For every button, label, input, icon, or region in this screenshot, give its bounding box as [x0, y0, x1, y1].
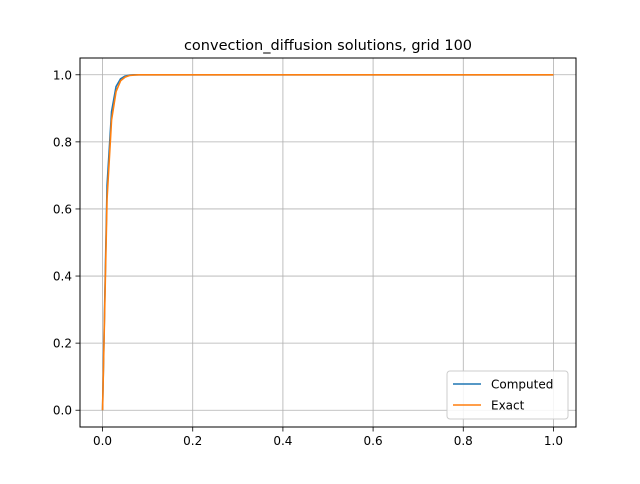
x-tick-label: 0.2	[183, 434, 202, 448]
legend-box	[446, 370, 569, 420]
y-tick-label: 0.2	[53, 337, 72, 351]
y-tick-label: 0.0	[53, 404, 72, 418]
legend: Computed Exact	[446, 370, 569, 420]
y-tick-label: 1.0	[53, 68, 72, 82]
plot-frame	[79, 57, 577, 428]
series-line-exact	[101, 73, 554, 411]
x-tick-label: 0.8	[454, 434, 473, 448]
grid-lines	[80, 58, 576, 427]
y-tick-label: 0.8	[53, 135, 72, 149]
chart-title: convection_diffusion solutions, grid 100	[184, 38, 472, 54]
x-tick-label: 0.0	[93, 434, 112, 448]
series-lines	[101, 73, 554, 411]
legend-label-computed: Computed	[491, 378, 553, 392]
y-tick-label: 0.6	[53, 202, 72, 216]
y-tick-label: 0.4	[53, 270, 72, 284]
x-tick-label: 0.6	[364, 434, 383, 448]
axis-ticks: 0.0 0.2 0.4 0.6 0.8 1.0 0.0 0.2 0.4 0.6 0.8 1.0	[53, 68, 563, 448]
x-tick-label: 0.4	[273, 434, 292, 448]
x-tick-label: 1.0	[544, 434, 563, 448]
legend-label-exact: Exact	[491, 399, 525, 413]
